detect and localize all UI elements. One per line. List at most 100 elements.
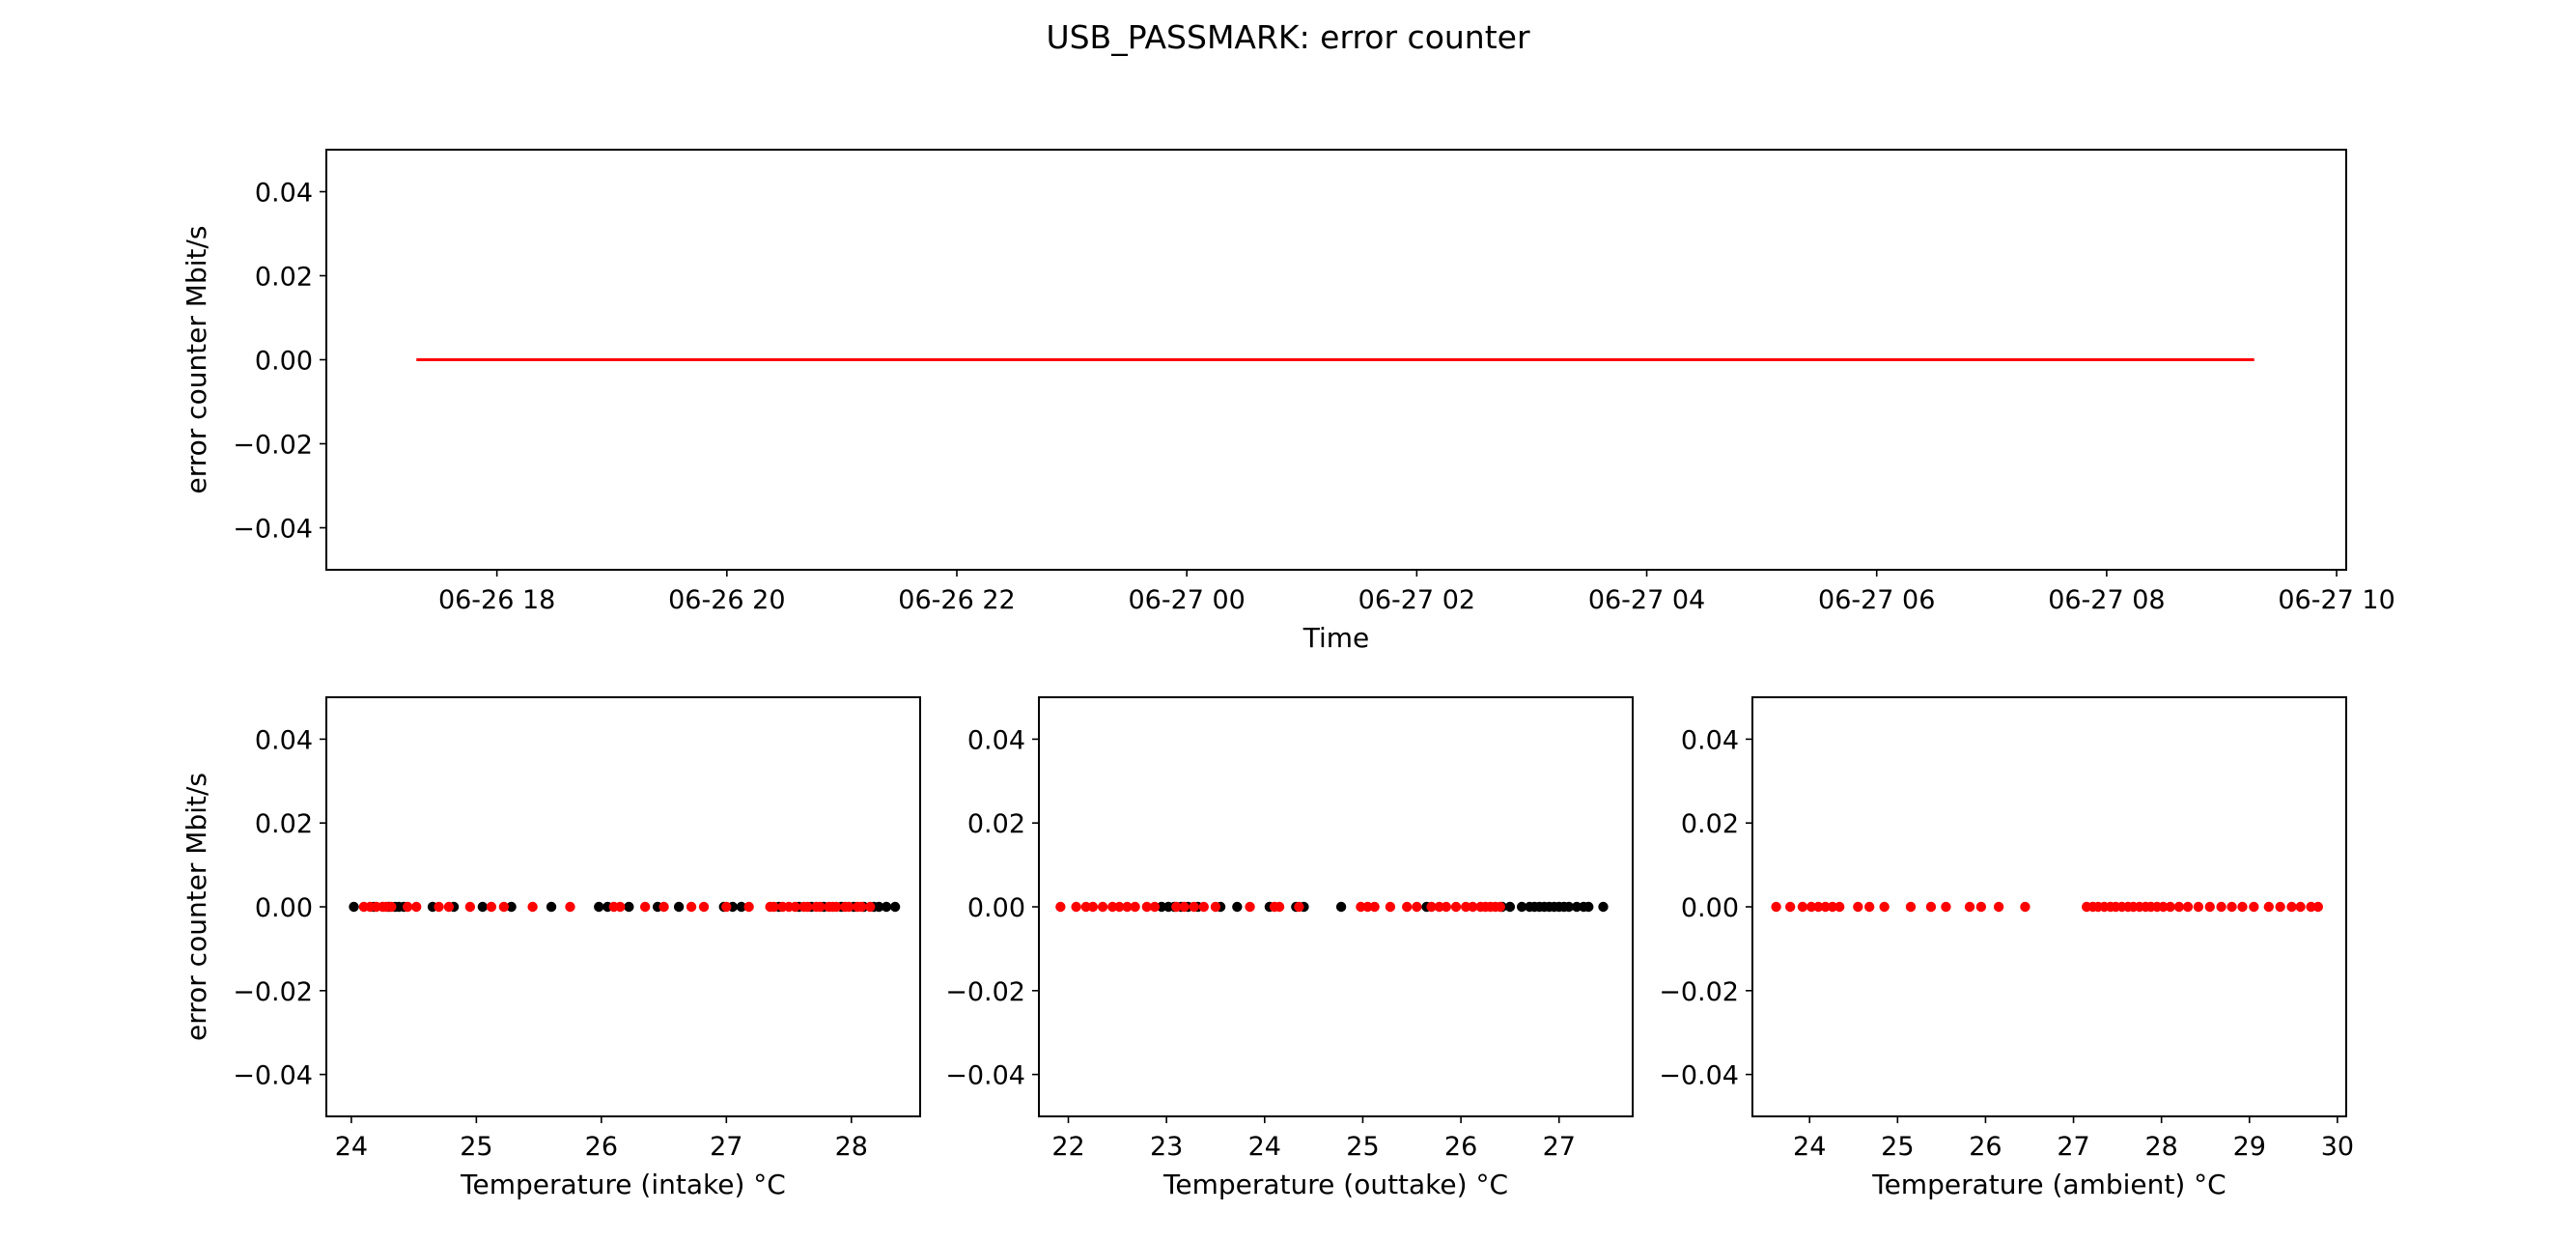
- data-point: [865, 901, 876, 913]
- x-tick-label: 22: [1051, 1132, 1084, 1162]
- data-point: [411, 901, 422, 913]
- data-point: [889, 901, 901, 913]
- chart-time: −0.04 −0.02 0.00 0.02 0.04 06-26 18 06-26 20 06…: [181, 149, 2395, 654]
- x-tick-label: 27: [1543, 1132, 1576, 1162]
- data-point: [477, 901, 489, 913]
- x-tick-label: 06-27 00: [1128, 585, 1245, 615]
- y-tick-label: 0.02: [967, 809, 1025, 839]
- data-point: [1905, 901, 1917, 913]
- data-point: [686, 901, 697, 913]
- y-tick-label: −0.02: [1659, 977, 1739, 1007]
- y-tick-label: −0.04: [1659, 1061, 1739, 1091]
- data-point: [2173, 901, 2185, 913]
- data-point: [624, 901, 634, 913]
- x-tick-label: 06-27 02: [1358, 585, 1475, 615]
- x-tick-label: 06-26 22: [898, 585, 1015, 615]
- x-tick-label: 06-26 20: [668, 585, 785, 615]
- data-point: [402, 901, 413, 913]
- data-point: [1245, 901, 1255, 913]
- data-point: [769, 901, 779, 913]
- data-point: [2275, 901, 2285, 913]
- y-tick-label: 0.02: [255, 809, 313, 839]
- figure-title: USB_PASSMARK: error counter: [1046, 18, 1530, 56]
- data-point: [1130, 901, 1140, 913]
- x-tick-label: 29: [2233, 1132, 2266, 1162]
- x-axis-label: Temperature (ambient) °C: [1871, 1169, 2226, 1200]
- data-point: [506, 901, 517, 913]
- data-point: [1834, 901, 1845, 913]
- data-point: [1853, 901, 1863, 913]
- data-point: [594, 901, 604, 913]
- data-point: [2295, 901, 2306, 913]
- data-point: [874, 901, 884, 913]
- y-tick-label: 0.04: [255, 179, 313, 209]
- data-point: [1335, 901, 1347, 913]
- data-point: [1362, 901, 1373, 913]
- y-tick-label: 0.00: [1681, 893, 1739, 923]
- x-axis-label: Temperature (intake) °C: [460, 1169, 786, 1200]
- data-point: [1114, 901, 1125, 913]
- data-point: [565, 901, 575, 913]
- data-point: [1879, 901, 1890, 913]
- data-point: [1450, 901, 1462, 913]
- data-point: [1941, 901, 1951, 913]
- x-tick-label: 24: [1248, 1132, 1281, 1162]
- data-point: [1087, 901, 1099, 913]
- x-tick-label: 26: [1444, 1132, 1477, 1162]
- data-point: [1412, 901, 1422, 913]
- data-point: [498, 901, 510, 913]
- data-point: [1460, 901, 1471, 913]
- data-point: [673, 901, 685, 913]
- data-point: [844, 901, 854, 913]
- data-point: [1441, 901, 1452, 913]
- x-tick-label: 06-27 08: [2048, 585, 2165, 615]
- y-tick-label: 0.02: [1681, 809, 1739, 839]
- data-point: [1784, 901, 1796, 913]
- y-tick-label: −0.02: [945, 977, 1025, 1007]
- x-tick-label: 06-27 04: [1588, 585, 1705, 615]
- data-point: [1571, 901, 1582, 913]
- data-point: [2226, 901, 2237, 913]
- data-point: [1964, 901, 1975, 913]
- data-point: [1107, 901, 1118, 913]
- data-point: [1434, 901, 1444, 913]
- data-point: [1401, 901, 1413, 913]
- data-point: [2165, 901, 2175, 913]
- data-point: [386, 901, 397, 913]
- x-tick-label: 27: [2057, 1132, 2089, 1162]
- data-point: [2312, 901, 2324, 913]
- data-point: [721, 901, 732, 913]
- data-point: [802, 901, 813, 913]
- data-point: [855, 901, 867, 913]
- chart-panels: −0.04 −0.02 0.00 0.02 0.04 06-26 18 06-26 20 06…: [181, 149, 2395, 1200]
- data-point: [1426, 901, 1437, 913]
- data-point: [1385, 901, 1396, 913]
- data-point: [815, 901, 826, 913]
- data-point: [434, 901, 444, 913]
- data-point: [2286, 901, 2297, 913]
- y-tick-label: 0.00: [255, 347, 313, 377]
- data-point: [2204, 901, 2215, 913]
- data-point: [1975, 901, 1987, 913]
- data-point: [1827, 901, 1838, 913]
- data-point: [2249, 901, 2259, 913]
- data-point: [464, 901, 476, 913]
- y-tick-label: 0.00: [255, 893, 313, 923]
- data-point: [1232, 901, 1243, 913]
- data-point: [2158, 901, 2169, 913]
- data-point: [1863, 901, 1875, 913]
- axes-frame: [1038, 696, 1634, 1117]
- data-point: [2237, 901, 2248, 913]
- data-point: [486, 901, 497, 913]
- data-point: [2020, 901, 2030, 913]
- data-point: [831, 901, 842, 913]
- x-tick-label: 27: [710, 1132, 742, 1162]
- y-tick-label: 0.02: [255, 263, 313, 293]
- data-point: [1179, 901, 1190, 913]
- data-point: [2306, 901, 2316, 913]
- data-point: [1294, 901, 1304, 913]
- axes-frame: [325, 149, 2347, 571]
- chart-intake: −0.04 −0.02 0.00 0.02 0.04 24 25 26 27 28 Temperat…: [181, 696, 921, 1200]
- y-tick-label: −0.02: [233, 431, 313, 461]
